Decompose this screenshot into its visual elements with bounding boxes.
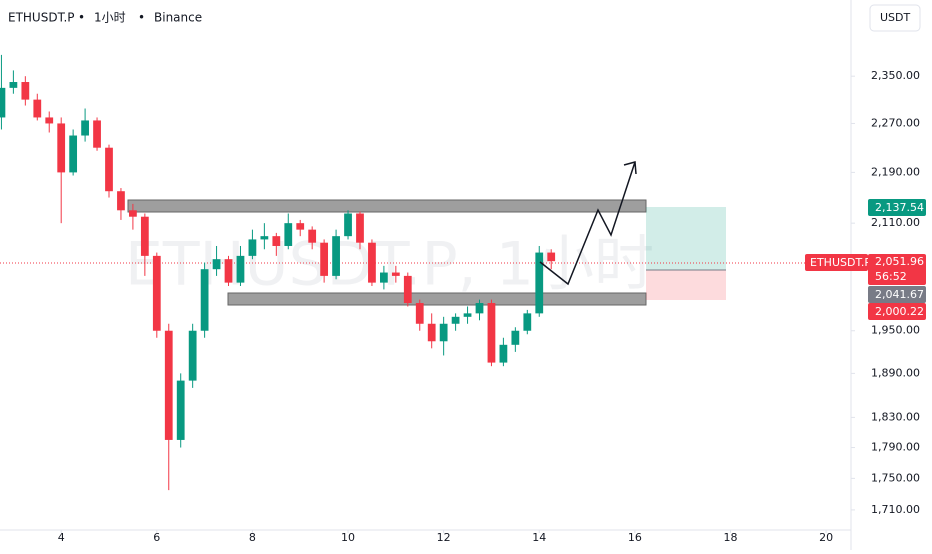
- entry-price: 2,041.67: [875, 288, 924, 301]
- last-price: 2,051.96: [875, 255, 924, 268]
- symbol-badge: [805, 254, 868, 271]
- x-tick-label: 20: [819, 531, 833, 544]
- candle-body: [33, 99, 42, 118]
- x-tick-label: 10: [341, 531, 355, 544]
- candle-body: [296, 223, 305, 230]
- y-tick-label: 2,350.00: [871, 69, 920, 82]
- entry-badge: [868, 286, 926, 303]
- candle-body: [81, 120, 89, 136]
- candle-body: [523, 313, 532, 331]
- candle-body: [140, 216, 149, 256]
- candle-body: [69, 135, 78, 173]
- candle-body: [391, 272, 400, 276]
- exchange: Binance: [154, 11, 202, 25]
- candle-body: [212, 259, 221, 270]
- support-zone: [227, 292, 647, 306]
- candle-body: [511, 330, 520, 345]
- y-tick-label: 2,110.00: [871, 216, 920, 229]
- loss-zone: [646, 270, 726, 300]
- candle-body: [439, 323, 448, 342]
- candle-body: [308, 229, 317, 243]
- candle-body: [487, 303, 496, 363]
- candle-body: [21, 82, 30, 100]
- candle-body: [117, 191, 125, 211]
- y-tick-label: 2,270.00: [871, 116, 920, 129]
- candle-body: [547, 252, 556, 262]
- candle-body: [451, 316, 460, 324]
- candle-body: [284, 223, 293, 246]
- candle-body: [236, 255, 245, 283]
- symbol-badge-label: ETHUSDT.P: [810, 256, 871, 269]
- candle-body: [164, 330, 173, 440]
- target-price: 2,137.54: [875, 201, 924, 214]
- x-tick-label: 6: [153, 531, 160, 544]
- profit-zone: [646, 207, 726, 270]
- x-tick-label: 14: [532, 531, 546, 544]
- separator: •: [78, 11, 85, 25]
- candle-body: [248, 239, 257, 256]
- candle-body: [200, 269, 209, 331]
- candle-body: [368, 242, 376, 283]
- candle-body: [272, 236, 281, 246]
- candle-body: [45, 117, 54, 124]
- interval: 1小时: [94, 11, 126, 25]
- y-tick-label: 1,830.00: [871, 410, 920, 423]
- candle-body: [0, 87, 6, 118]
- separator: •: [138, 11, 145, 25]
- candle-body: [499, 344, 508, 363]
- currency-button[interactable]: [869, 4, 921, 32]
- countdown: 56:52: [875, 270, 907, 283]
- symbol: ETHUSDT.P: [8, 11, 75, 25]
- candle-body: [403, 275, 412, 304]
- candle-body: [93, 120, 101, 148]
- candle-body: [332, 236, 340, 276]
- stop-price: 2,000.22: [875, 305, 924, 318]
- projection-arrow: [539, 161, 636, 286]
- candle-body: [380, 272, 388, 283]
- candle-body: [344, 213, 352, 237]
- candle-body: [188, 330, 197, 381]
- x-tick-label: 8: [249, 531, 256, 544]
- candle-body: [427, 323, 436, 342]
- y-tick-label: 1,890.00: [871, 366, 920, 379]
- candle-body: [105, 147, 113, 192]
- stop-badge: [868, 303, 926, 320]
- target-badge: [868, 199, 926, 216]
- y-tick-label: 1,790.00: [871, 441, 920, 454]
- candle-body: [152, 255, 161, 331]
- candle-body: [57, 123, 66, 173]
- y-tick-label: 1,750.00: [871, 471, 920, 484]
- y-tick-label: 2,190.00: [871, 165, 920, 178]
- y-tick-label: 1,950.00: [871, 324, 920, 337]
- currency-label[interactable]: USDT: [880, 11, 911, 24]
- candle-body: [415, 303, 424, 324]
- last-badge: [868, 254, 926, 285]
- candle-body: [129, 210, 137, 217]
- candle-body: [475, 303, 484, 314]
- resistance-zone: [127, 199, 647, 213]
- candle-body: [9, 82, 18, 88]
- candle-body: [320, 242, 329, 276]
- x-tick-label: 16: [628, 531, 642, 544]
- x-tick-label: 4: [58, 531, 65, 544]
- arrow-head: [623, 161, 637, 175]
- candle-body: [535, 252, 544, 314]
- y-tick-label: 1,710.00: [871, 503, 920, 516]
- candle-body: [176, 380, 185, 440]
- candle-body: [260, 236, 269, 240]
- candle-body: [463, 313, 472, 317]
- candle-body: [224, 259, 233, 283]
- x-tick-label: 18: [723, 531, 737, 544]
- x-tick-label: 12: [437, 531, 451, 544]
- candle-body: [356, 213, 364, 243]
